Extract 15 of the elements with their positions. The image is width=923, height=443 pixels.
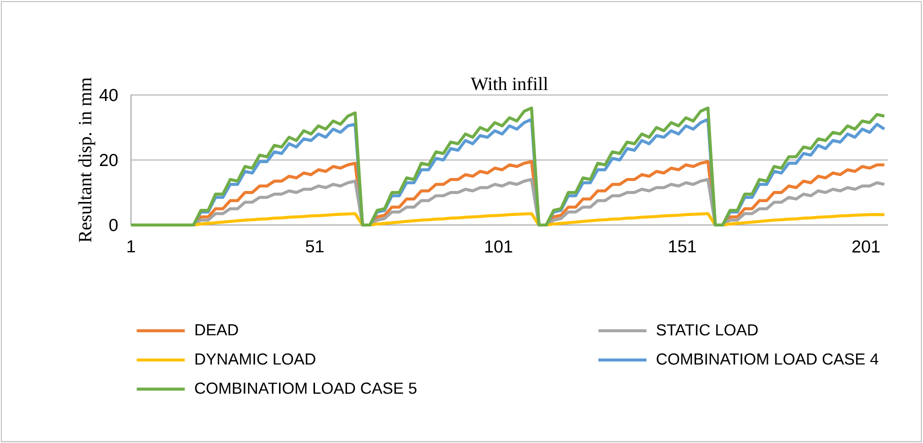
chart-title: With infill [470, 76, 548, 90]
y-axis-title: Resultant disp. in mm [78, 78, 96, 242]
x-tick-label: 151 [669, 240, 696, 252]
legend-label: COMBINATIOM LOAD CASE 4 [656, 353, 878, 365]
y-tick-label: 40 [99, 88, 118, 102]
x-tick-label: 101 [485, 240, 512, 253]
legend-label: STATIC LOAD [656, 324, 758, 336]
y-tick-label: 20 [100, 154, 118, 166]
y-tick-label: 0 [109, 218, 118, 232]
x-tick-label: 201 [852, 240, 880, 253]
x-tick-label: 51 [306, 240, 324, 252]
legend-label: DEAD [196, 324, 238, 336]
legend-label: DYNAMIC LOAD [196, 353, 316, 365]
legend-label: COMBINATIOM LOAD CASE 5 [195, 382, 416, 394]
x-tick-label: 1 [128, 240, 135, 252]
